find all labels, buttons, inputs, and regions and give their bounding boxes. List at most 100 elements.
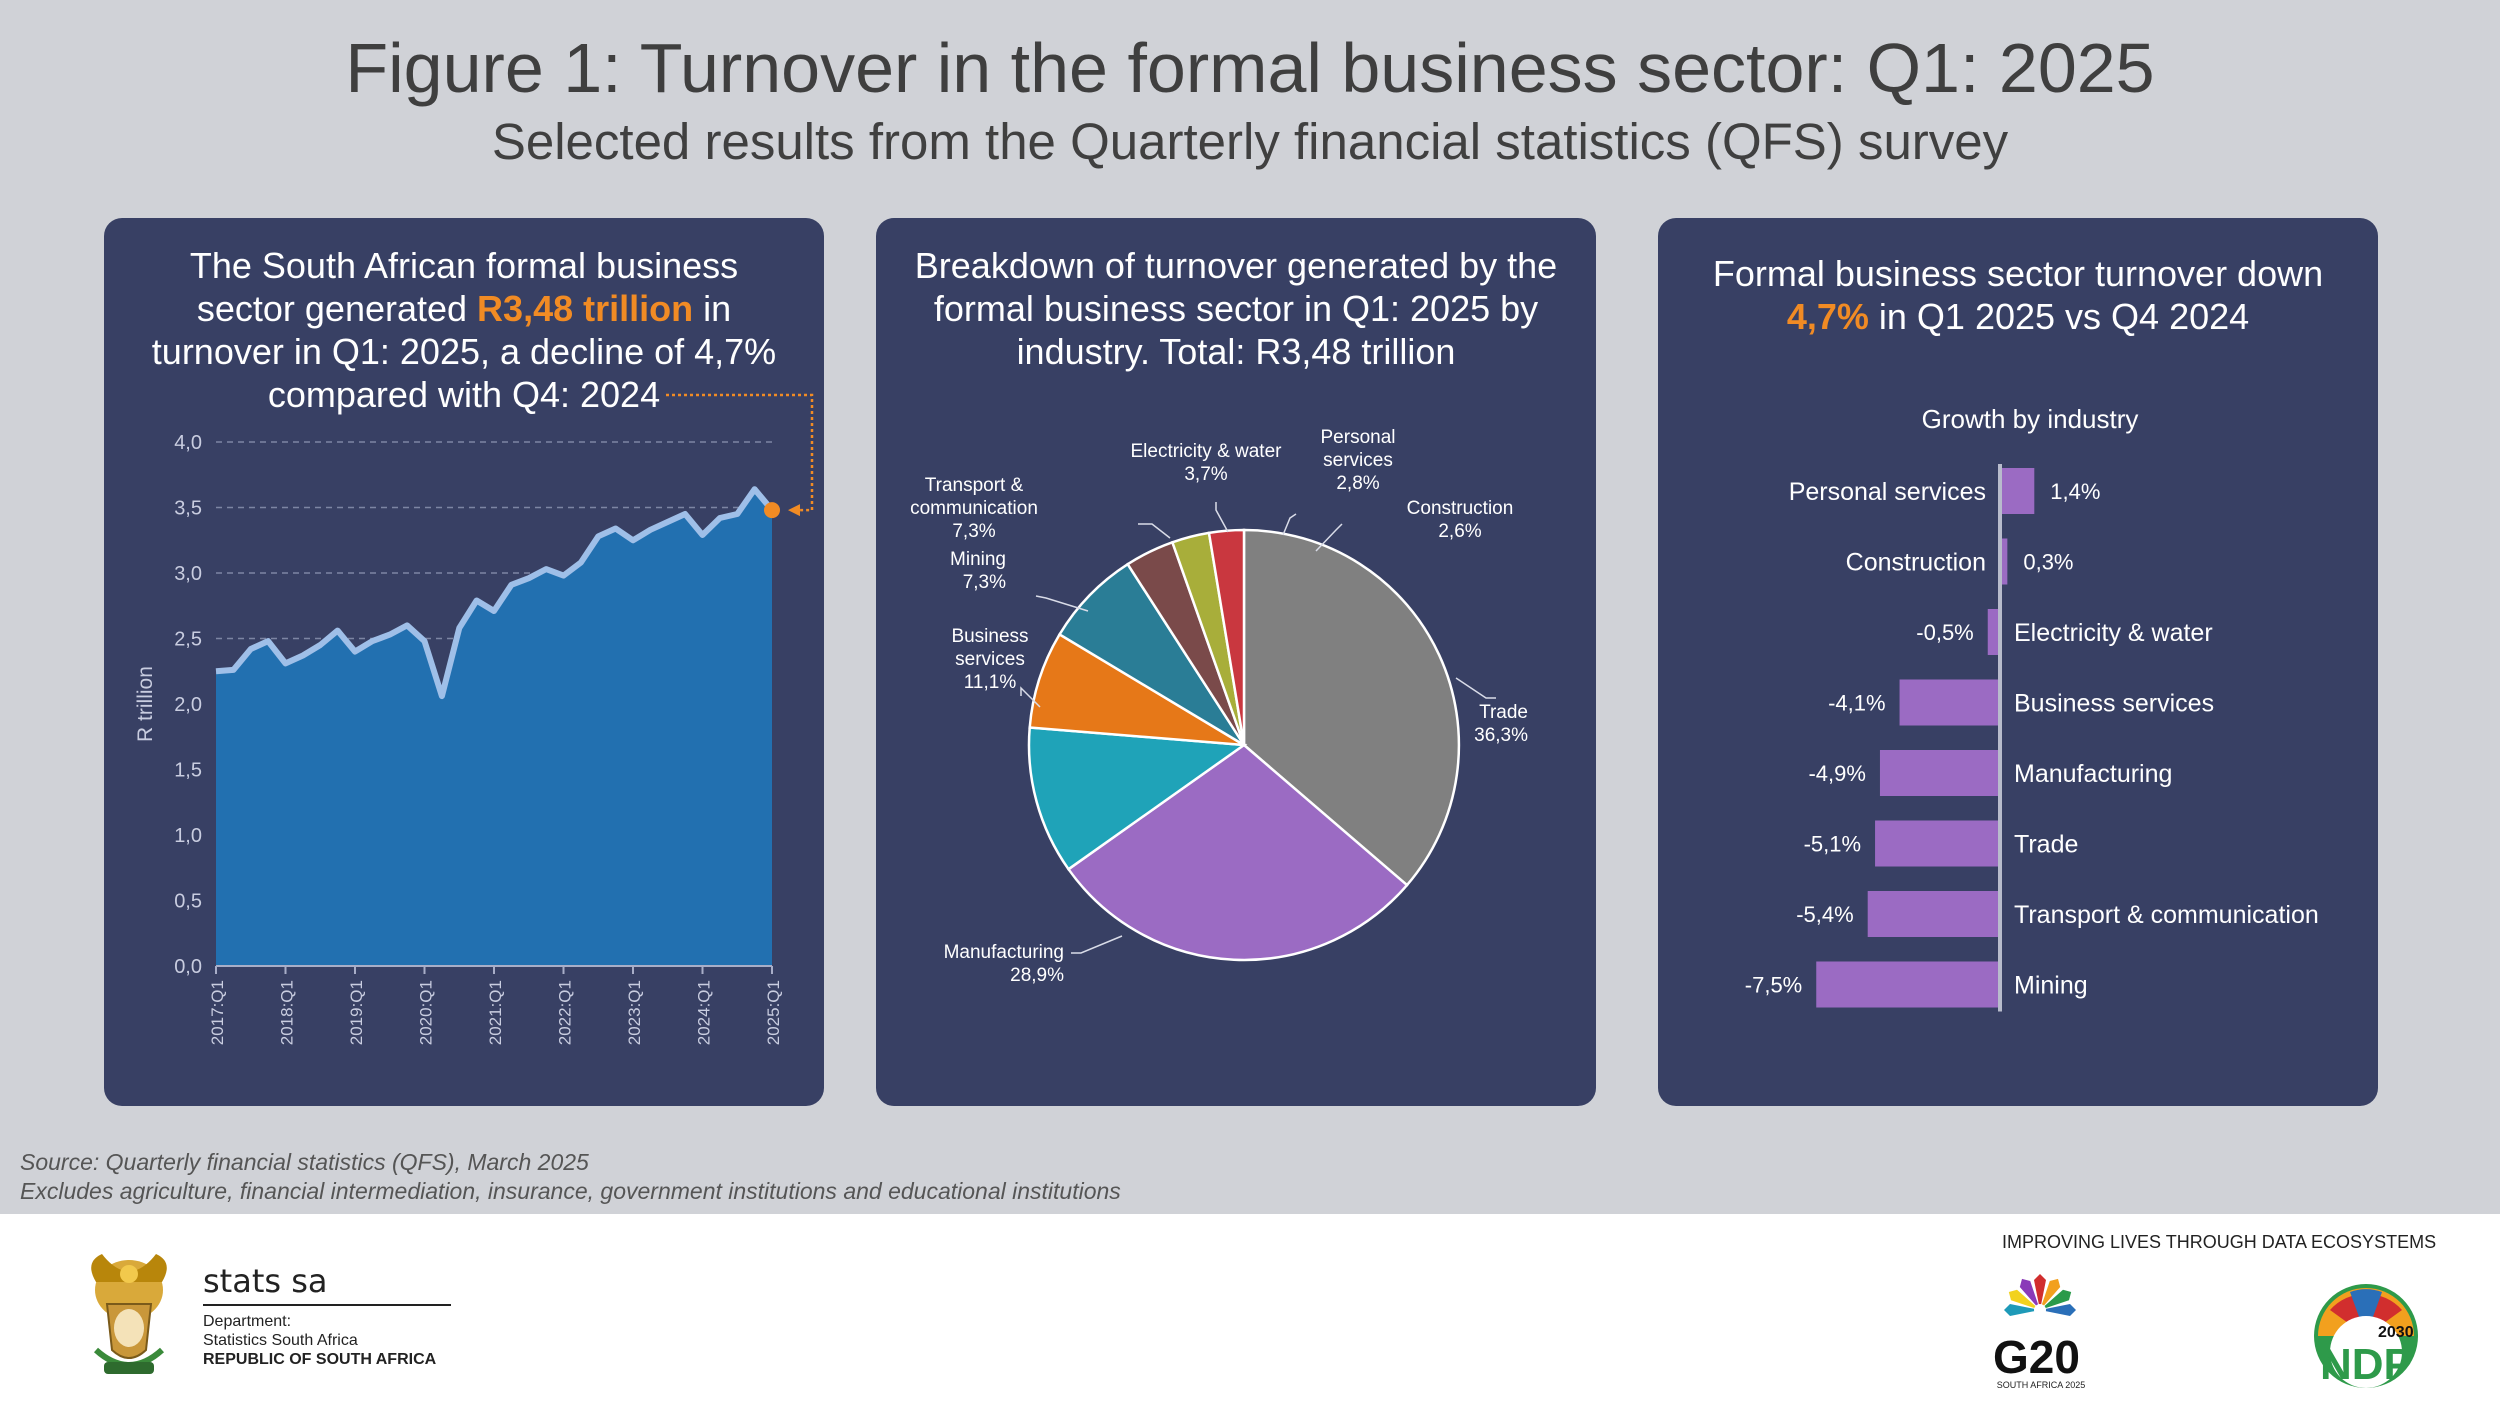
growth-bar [1987, 609, 2000, 655]
pie-label-line: Electricity & water [1131, 441, 1283, 462]
dept-line3: REPUBLIC OF SOUTH AFRICA [203, 1351, 437, 1368]
pie-slice [1057, 562, 1246, 747]
pie-leader-line [1455, 677, 1496, 699]
coat-of-arms-icon [91, 1254, 167, 1374]
pie-leader-line [1035, 595, 1089, 612]
bar-value-label: -4,9% [1808, 761, 1865, 786]
bar-value-label: -5,1% [1804, 832, 1861, 857]
growth-bar-chart: Growth by industry Personal services 1,4% C… [1745, 404, 2319, 1012]
pie-label: Business services 11,1% [951, 626, 1028, 693]
growth-by-industry-panel: Formal business sector turnover down 4,7… [1658, 218, 2378, 1106]
growth-bar [1867, 891, 2000, 937]
turnover-area-chart: 0,0 0,5 1,0 1,5 2,0 2,5 3,0 3,5 4,0 R trillion 201… [134, 393, 814, 1045]
g20-logo-icon [2004, 1274, 2076, 1316]
x-tick-label: 2021:Q1 [486, 980, 505, 1045]
pie-slice [1066, 743, 1409, 962]
pie-label-line: Business [951, 626, 1028, 647]
pie-label-line: Manufacturing [944, 942, 1064, 963]
bar-category-label: Manufacturing [2014, 760, 2172, 788]
x-tick-label: 2024:Q1 [695, 980, 714, 1045]
x-tick-label: 2023:Q1 [625, 980, 644, 1045]
pie-label: Electricity & water 3,7% [1131, 441, 1283, 485]
pie-label: Mining 7,3% [950, 549, 1006, 593]
pie-label-line: 7,3% [963, 572, 1006, 593]
bar-category-label: Transport & communication [2014, 901, 2319, 929]
panel3-title: Formal business sector turnover down 4,7… [1678, 252, 2358, 338]
y-tick-label: 3,0 [174, 563, 202, 585]
callout-leader [666, 393, 814, 512]
x-tick-label: 2018:Q1 [278, 980, 297, 1045]
bar-category-label: Electricity & water [2014, 619, 2213, 647]
panel1-title-line4: compared with Q4: 2024 [267, 374, 661, 415]
dept-line1: Department: [203, 1313, 292, 1330]
y-tick-label: 0,5 [174, 891, 202, 913]
bar-value-label: -0,5% [1916, 620, 1973, 645]
growth-bar [1875, 820, 2000, 867]
pie-label-line: 36,3% [1474, 725, 1528, 746]
panel3-title-line2: 4,7% in Q1 2025 vs Q4 2024 [1786, 296, 2250, 337]
pie-label-line: services [1323, 450, 1393, 471]
panel3-title-line1: Formal business sector turnover down [1712, 253, 2324, 294]
pie-label: Construction 2,6% [1407, 498, 1514, 542]
pie-label-line: Mining [950, 549, 1006, 570]
industry-breakdown-panel: Breakdown of turnover generated by the f… [876, 218, 1596, 1106]
y-tick-label: 4,0 [174, 432, 202, 454]
bar-value-label: 1,4% [2050, 479, 2100, 504]
decline-highlight: 4,7% [1786, 296, 1869, 337]
pie-label-line: communication [910, 498, 1038, 519]
panel1-title-line2: sector generated R3,48 trillion in [196, 288, 732, 329]
growth-bar [2000, 468, 2035, 514]
source-line: Source: Quarterly financial statistics (… [20, 1149, 589, 1175]
exclusions-line: Excludes agriculture, financial intermed… [20, 1178, 1121, 1204]
panel2-title-line1: Breakdown of turnover generated by the [914, 245, 1558, 286]
growth-bar [1899, 679, 2000, 726]
x-tick-label: 2017:Q1 [208, 980, 227, 1045]
panel2-title: Breakdown of turnover generated by the f… [896, 244, 1576, 373]
pie-label: Transport & communication 7,3% [910, 475, 1038, 542]
ndp-label: NDP [2320, 1340, 2413, 1389]
bar-category-label: Construction [1846, 549, 1986, 577]
panel1-title-line3: turnover in Q1: 2025, a decline of 4,7% [151, 331, 777, 372]
y-tick-label: 0,0 [174, 956, 202, 978]
pie-leader-line [1138, 523, 1171, 539]
pie-label: Trade 36,3% [1474, 702, 1528, 746]
y-tick-label: 1,5 [174, 760, 202, 782]
ndp-year: 2030 [2378, 1324, 2414, 1341]
y-tick-label: 1,0 [174, 825, 202, 847]
panel2-title-line3: industry. Total: R3,48 trillion [1016, 331, 1456, 372]
panel2-title-line2: formal business sector in Q1: 2025 by [933, 288, 1539, 329]
pie-label: Personal services 2,8% [1321, 427, 1396, 494]
y-axis-label: R trillion [134, 666, 157, 742]
department-block: Department: Statistics South Africa REPU… [203, 1312, 436, 1369]
industry-pie-chart: Trade 36,3%Manufacturing 28,9%Business serv… [910, 427, 1528, 986]
bar-category-label: Mining [2014, 972, 2088, 1000]
pie-label-line: 7,3% [952, 521, 995, 542]
turnover-area [216, 489, 772, 966]
pie-slice [1027, 726, 1248, 871]
pie-leader-line [1020, 686, 1041, 708]
turnover-line [215, 486, 775, 700]
x-tick-label: 2025:Q1 [764, 980, 783, 1045]
growth-bar [1816, 961, 2000, 1008]
g20-label: G20 [1993, 1331, 2080, 1383]
growth-bar [2000, 538, 2008, 585]
page-title: Figure 1: Turnover in the formal busines… [345, 29, 2155, 107]
pie-label-line: Construction [1407, 498, 1514, 519]
pie-label-line: Personal [1321, 427, 1396, 448]
pie-slice [1028, 632, 1245, 747]
footer-tagline: IMPROVING LIVES THROUGH DATA ECOSYSTEMS [2002, 1232, 2437, 1252]
pie-leader-line [1215, 502, 1229, 533]
pie-leader-line [1315, 523, 1343, 552]
footer: stats sa Department: Statistics South Af… [0, 1214, 2500, 1406]
pie-label-line: Trade [1479, 702, 1528, 723]
bar-category-label: Personal services [1789, 478, 1986, 506]
pie-label-line: services [955, 649, 1025, 670]
y-tick-label: 3,5 [174, 498, 202, 520]
org-name: stats sa [203, 1262, 451, 1306]
pie-leader-line [1282, 513, 1297, 536]
bar-chart-title: Growth by industry [1922, 404, 2139, 434]
latest-value-marker [764, 502, 780, 519]
pie-slice [1242, 528, 1461, 887]
pie-label: Manufacturing 28,9% [944, 942, 1065, 986]
dept-line2: Statistics South Africa [203, 1332, 358, 1349]
